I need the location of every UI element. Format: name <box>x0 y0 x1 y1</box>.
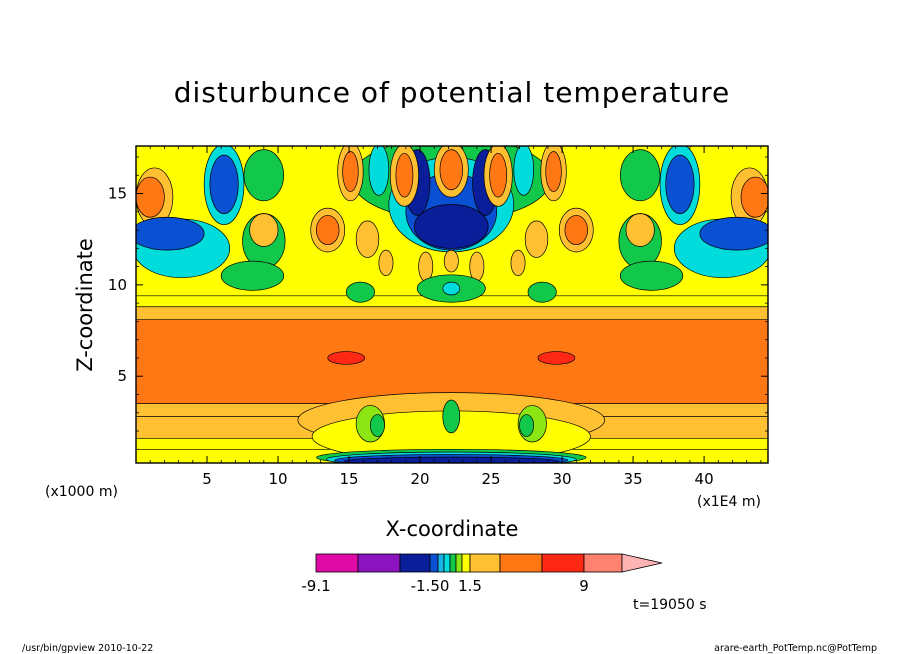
contour-region-1 <box>136 176 165 218</box>
colorbar-segment <box>315 553 359 573</box>
x-tick-label: 15 <box>339 470 358 488</box>
contour-region-21 <box>316 215 340 246</box>
colorbar-segment <box>461 553 471 573</box>
contour-region-31 <box>342 151 359 193</box>
contour-region-32 <box>368 146 390 196</box>
contour-region-61 <box>442 399 461 434</box>
colorbar-segment <box>469 553 501 573</box>
colorbar-segment <box>443 553 451 573</box>
x-tick-label: 25 <box>482 470 501 488</box>
contour-region-45 <box>510 249 526 277</box>
x-tick-label: 30 <box>553 470 572 488</box>
footer-right: arare-earth_PotTemp.nc@PotTemp <box>714 643 877 654</box>
x-tick-label: 20 <box>410 470 429 488</box>
y-tick-label: 10 <box>108 276 127 294</box>
contour-region-19 <box>625 213 655 247</box>
contour-region-42 <box>355 220 380 258</box>
chart-title: disturbunce of potential temperature <box>174 76 731 109</box>
colorbar-segment <box>437 553 445 573</box>
colorbar-segment <box>399 553 431 573</box>
y-tick-label: 15 <box>108 185 127 203</box>
x-tick-label: 40 <box>695 470 714 488</box>
contour-region-5 <box>136 216 205 251</box>
x-axis: 5 10 15 20 25 30 35 40 <box>149 146 762 488</box>
colorbar-segment <box>429 553 439 573</box>
contour-region-48 <box>443 249 459 273</box>
time-label: t=19050 s <box>633 597 707 613</box>
x-unit-label: (x1E4 m) <box>697 494 761 510</box>
contour-region-52 <box>527 281 557 303</box>
y-tick-label: 5 <box>117 367 127 385</box>
contour-region-60 <box>519 414 535 437</box>
x-tick-label: 10 <box>268 470 287 488</box>
contour-region-27 <box>414 204 489 249</box>
colorbar-segment <box>541 553 585 573</box>
contour-region-3 <box>740 176 768 218</box>
contour-region-47 <box>469 251 485 282</box>
colorbar-segment <box>499 553 543 573</box>
contour-region-50 <box>442 281 461 296</box>
contour-region-7 <box>699 216 768 251</box>
colorbar-label: -9.1 <box>301 577 330 595</box>
colorbar-segment <box>449 553 457 573</box>
contour-region-39 <box>513 146 535 196</box>
contour-region-54 <box>537 351 576 365</box>
plot-area <box>135 145 769 464</box>
contour-region-36 <box>439 149 464 191</box>
field-band-5 <box>136 306 768 320</box>
contour-region-34 <box>395 152 414 198</box>
contour-region-51 <box>345 281 375 303</box>
contour-region-11 <box>665 154 695 214</box>
colorbar-arrow <box>621 553 663 573</box>
colorbar: -9.1 -1.50 1.5 9 <box>301 553 663 595</box>
x-tick-label: 35 <box>624 470 643 488</box>
contour-region-9 <box>209 154 239 214</box>
contour-region-23 <box>564 215 588 246</box>
x-axis-label: X-coordinate <box>386 517 519 541</box>
contour-region-44 <box>378 249 394 277</box>
contour-region-12 <box>243 149 285 202</box>
footer-left: /usr/bin/gpview 2010-10-22 <box>22 643 153 654</box>
contour-region-16 <box>220 260 285 291</box>
y-axis-label: Z-coordinate <box>73 238 97 372</box>
contour-region-13 <box>619 149 661 202</box>
colorbar-segment <box>455 553 463 573</box>
contour-region-41 <box>545 151 562 193</box>
y-unit-label: (x1000 m) <box>45 484 118 500</box>
contour-region-53 <box>327 351 366 365</box>
contour-region-46 <box>418 251 434 282</box>
plot-frame <box>135 145 769 464</box>
contour-region-65 <box>343 456 560 463</box>
contour-region-38 <box>489 152 508 198</box>
colorbar-label: 1.5 <box>458 577 482 595</box>
x-tick-label: 5 <box>202 470 212 488</box>
contour-region-43 <box>524 220 549 258</box>
contour-region-17 <box>619 260 684 291</box>
contour-region-18 <box>249 213 279 247</box>
colorbar-segment <box>583 553 623 573</box>
colorbar-label: -1.50 <box>411 577 450 595</box>
colorbar-segment <box>357 553 401 573</box>
field-band-4 <box>136 319 768 404</box>
y-axis: 5 10 15 <box>108 156 768 450</box>
contour-region-58 <box>369 414 385 437</box>
colorbar-label: 9 <box>579 577 589 595</box>
